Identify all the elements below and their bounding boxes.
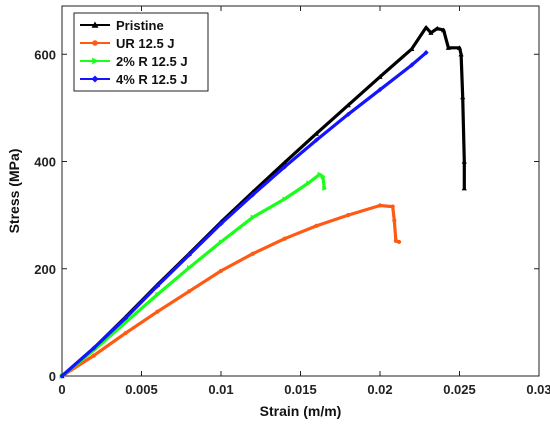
data-point: [345, 111, 351, 117]
data-point: [456, 45, 463, 50]
data-point: [445, 45, 451, 50]
data-point: [218, 239, 224, 245]
data-point: [441, 27, 447, 33]
y-tick-label: 200: [34, 262, 56, 277]
data-point: [313, 137, 319, 143]
data-point: [154, 283, 160, 289]
data-point: [306, 180, 312, 186]
data-point: [187, 265, 192, 271]
data-point: [322, 185, 327, 191]
data-point: [377, 74, 383, 79]
data-point: [434, 25, 440, 31]
data-point: [187, 289, 192, 294]
data-point: [423, 50, 429, 56]
data-point: [409, 62, 415, 68]
data-point: [155, 309, 160, 314]
y-axis-title: Stress (MPa): [6, 149, 22, 234]
data-point: [377, 203, 383, 208]
data-point: [461, 158, 467, 164]
data-point: [250, 214, 256, 220]
data-point: [345, 102, 351, 108]
legend-item: 2% R 12.5 J: [80, 54, 188, 69]
data-point: [393, 238, 398, 243]
data-point: [282, 164, 288, 170]
x-tick-label: 0.02: [367, 382, 392, 397]
data-point: [123, 331, 128, 336]
legend-entries: Pristine UR 12.5 J 2% R 12.5 J 4% R 12.5 J: [80, 18, 188, 87]
legend-marker: [91, 21, 99, 28]
data-point: [59, 373, 65, 379]
y-tick-label: 600: [34, 47, 56, 62]
x-tick-label: 0.015: [284, 382, 317, 397]
data-point: [250, 192, 256, 198]
x-tick-label: 0.01: [208, 382, 233, 397]
x-tick-label: 0.005: [125, 382, 158, 397]
legend-item: Pristine: [80, 18, 164, 33]
data-point: [186, 252, 192, 258]
x-tick-label: 0.025: [443, 382, 476, 397]
legend-label: UR 12.5 J: [116, 36, 175, 51]
series-line: [60, 51, 428, 378]
y-tick-label: 400: [34, 155, 56, 170]
data-point: [428, 30, 434, 35]
series-lines: [59, 24, 467, 379]
data-point: [282, 159, 288, 165]
series-line: [60, 172, 326, 378]
data-point: [409, 46, 415, 51]
data-point: [392, 218, 397, 223]
x-tick-label: 0.03: [526, 382, 550, 397]
legend-label: Pristine: [116, 18, 164, 33]
data-point: [320, 173, 326, 180]
data-point: [155, 291, 160, 298]
data-point: [423, 24, 429, 30]
series-2: [59, 171, 327, 379]
data-point: [218, 221, 224, 227]
data-point: [313, 131, 319, 136]
data-point: [123, 315, 129, 321]
data-point: [91, 353, 96, 358]
legend-marker: [92, 57, 99, 65]
series-1: [59, 203, 402, 379]
data-point: [377, 87, 383, 93]
legend-marker: [91, 75, 99, 83]
data-point: [91, 345, 97, 351]
legend-item: 4% R 12.5 J: [80, 72, 188, 87]
series-line: [60, 203, 401, 378]
legend-item: UR 12.5 J: [80, 36, 175, 51]
x-tick-label: 0: [58, 382, 65, 397]
data-point: [346, 213, 351, 218]
y-tick-label: 0: [49, 369, 56, 384]
x-axis-title: Strain (m/m): [260, 403, 342, 419]
legend: Pristine UR 12.5 J 2% R 12.5 J 4% R 12.5 J: [73, 12, 209, 92]
data-point: [317, 171, 323, 177]
data-point: [250, 251, 255, 256]
legend-marker: [92, 40, 98, 46]
data-point: [390, 204, 395, 209]
data-point: [460, 94, 466, 100]
axis-ticks: 0 0.005 0.01 0.015 0.02 0.025 0.03 0 200 400 600: [34, 6, 550, 397]
data-point: [314, 223, 319, 228]
data-point: [397, 239, 402, 245]
data-point: [458, 51, 464, 57]
legend-label: 2% R 12.5 J: [116, 54, 188, 69]
data-point: [282, 196, 288, 202]
data-point: [461, 185, 467, 191]
series-3: [59, 50, 429, 379]
legend-label: 4% R 12.5 J: [116, 72, 188, 87]
data-point: [218, 268, 224, 273]
data-point: [282, 236, 287, 241]
